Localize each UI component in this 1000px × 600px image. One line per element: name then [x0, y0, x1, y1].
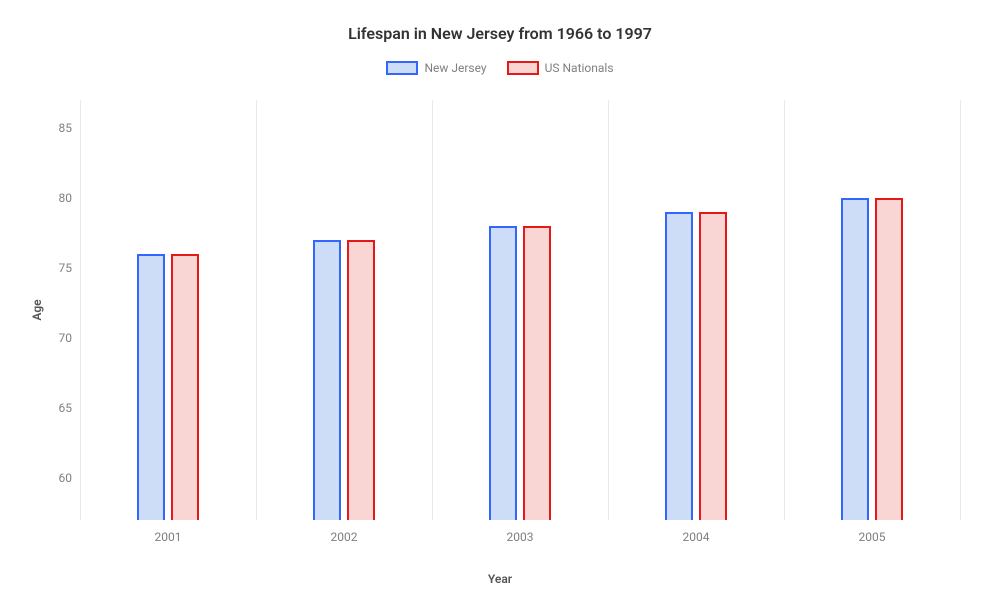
grid-line [784, 100, 785, 520]
legend-swatch [386, 61, 418, 75]
chart-title: Lifespan in New Jersey from 1966 to 1997 [0, 0, 1000, 43]
x-tick-label: 2001 [155, 530, 182, 544]
bar [699, 212, 727, 520]
grid-line [80, 100, 81, 520]
x-tick-label: 2004 [683, 530, 710, 544]
y-tick-label: 70 [59, 331, 73, 345]
grid-line [256, 100, 257, 520]
x-axis-title: Year [488, 572, 512, 586]
bar [875, 198, 903, 520]
bar [313, 240, 341, 520]
y-tick-label: 85 [59, 121, 73, 135]
y-tick-label: 60 [59, 471, 73, 485]
legend-swatch [507, 61, 539, 75]
legend-label: New Jersey [424, 61, 486, 75]
plot-area: 60657075808520012002200320042005 [80, 100, 960, 520]
bar [523, 226, 551, 520]
bar [171, 254, 199, 520]
x-tick-label: 2003 [507, 530, 534, 544]
legend-item: US Nationals [507, 61, 614, 75]
x-tick-label: 2005 [859, 530, 886, 544]
bar [137, 254, 165, 520]
legend: New Jersey US Nationals [0, 61, 1000, 75]
bar [489, 226, 517, 520]
legend-label: US Nationals [545, 61, 614, 75]
y-tick-label: 75 [59, 261, 73, 275]
grid-line [432, 100, 433, 520]
legend-item: New Jersey [386, 61, 486, 75]
y-axis-title: Age [30, 299, 44, 320]
grid-line [960, 100, 961, 520]
bar [665, 212, 693, 520]
bar [841, 198, 869, 520]
y-tick-label: 80 [59, 191, 73, 205]
bar [347, 240, 375, 520]
grid-line [608, 100, 609, 520]
y-tick-label: 65 [59, 401, 73, 415]
x-tick-label: 2002 [331, 530, 358, 544]
